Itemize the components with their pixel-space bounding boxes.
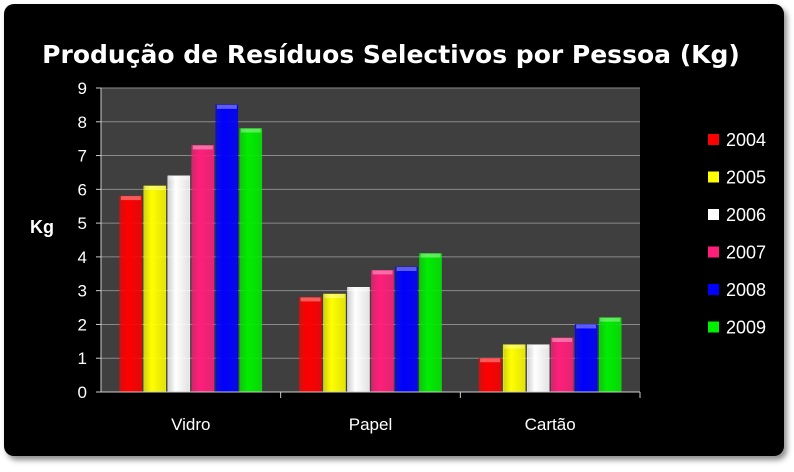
y-tick-label: 5: [78, 214, 87, 233]
bar-highlight: [396, 267, 417, 272]
y-tick-label: 6: [78, 180, 87, 199]
bar-highlight: [528, 344, 549, 349]
x-tick-label: Vidro: [171, 415, 210, 434]
bar-2006-cartão: [526, 344, 550, 393]
bar-highlight: [600, 317, 621, 322]
bar-2009-cartão: [598, 317, 622, 393]
chart-frame: Produção de Resíduos Selectivos por Pess…: [4, 4, 784, 456]
y-tick-label: 4: [78, 248, 87, 267]
legend-swatch: [708, 134, 719, 145]
bar-highlight: [480, 358, 501, 363]
bar-highlight: [504, 344, 525, 349]
legend-label: 2005: [726, 168, 766, 188]
plot-area: [101, 88, 640, 392]
x-tick-label: Papel: [349, 415, 392, 434]
bar-2007-vidro: [191, 145, 215, 393]
legend-label: 2004: [726, 130, 766, 150]
legend: 2004 2005 2006 2007 2008 2009: [708, 130, 766, 338]
y-tick-label: 8: [78, 113, 87, 132]
bar-2007-cartão: [550, 337, 574, 393]
bar-highlight: [216, 104, 237, 109]
y-axis-label: Kg: [30, 217, 54, 237]
bar-highlight: [240, 128, 261, 133]
y-tick-label: 3: [78, 282, 87, 301]
bar-highlight: [420, 253, 441, 258]
legend-swatch: [708, 321, 719, 333]
bar-2008-vidro: [215, 104, 239, 393]
chart-title: Produção de Resíduos Selectivos por Pess…: [42, 40, 740, 69]
legend-label: 2009: [726, 318, 766, 338]
legend-swatch: [708, 209, 719, 220]
bar-highlight: [324, 294, 345, 299]
bar-highlight: [576, 324, 597, 329]
bar-2007-papel: [371, 270, 394, 393]
bar-2005-cartão: [502, 344, 526, 393]
legend-swatch: [708, 284, 719, 295]
bar-2005-vidro: [143, 185, 167, 393]
bar-2009-vidro: [239, 128, 263, 393]
legend-label: 2007: [726, 243, 766, 263]
bar-2009-papel: [419, 253, 442, 393]
bar-2008-papel: [395, 266, 418, 393]
bar-highlight: [120, 196, 141, 201]
y-tick-label: 1: [78, 349, 87, 368]
bar-2004-cartão: [478, 357, 502, 393]
bar-2006-papel: [347, 287, 370, 393]
bar-highlight: [168, 175, 189, 180]
y-tick-label: 7: [78, 147, 87, 166]
bar-highlight: [372, 270, 393, 275]
bars: [119, 104, 622, 393]
legend-swatch: [708, 246, 719, 258]
x-axis-ticks: Vidro Papel Cartão: [171, 392, 641, 434]
bar-2004-papel: [299, 297, 322, 393]
y-tick-label: 2: [78, 315, 87, 334]
y-tick-label: 9: [78, 79, 87, 98]
bar-2004-vidro: [119, 195, 143, 393]
y-axis-ticks: 0 1 2 3 4 5 6 7 8 9: [78, 79, 101, 402]
axes: [100, 88, 640, 393]
bar-highlight: [300, 297, 321, 302]
bar-2005-papel: [323, 293, 346, 393]
bar-2008-cartão: [574, 324, 598, 393]
bar-highlight: [552, 337, 573, 342]
bar-highlight: [348, 287, 369, 292]
bar-highlight: [192, 145, 213, 150]
legend-label: 2008: [726, 280, 766, 300]
y-tick-label: 0: [78, 383, 87, 402]
x-tick-label: Cartão: [525, 415, 576, 434]
legend-swatch: [708, 171, 719, 183]
bar-chart: Produção de Resíduos Selectivos por Pess…: [30, 40, 766, 434]
legend-label: 2006: [726, 205, 766, 225]
bar-2006-vidro: [167, 175, 191, 393]
gridlines: [101, 87, 640, 359]
bar-highlight: [144, 185, 165, 190]
